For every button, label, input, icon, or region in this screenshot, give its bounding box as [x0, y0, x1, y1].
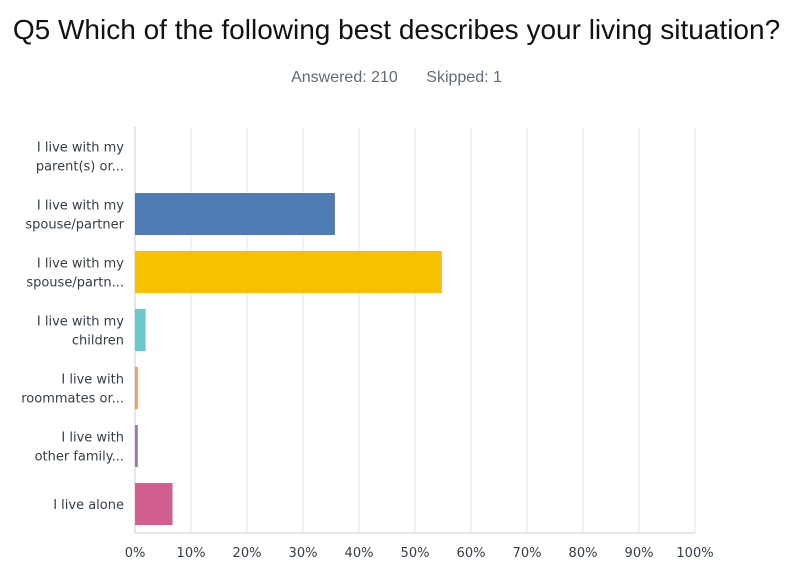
category-label: I live with my: [37, 141, 124, 156]
skipped-label: Skipped:: [426, 69, 489, 86]
x-tick-label: 80%: [569, 546, 598, 561]
category-label: spouse/partn...: [26, 276, 124, 291]
bar: [135, 483, 173, 525]
category-label: children: [72, 334, 124, 349]
x-tick-label: 0%: [125, 546, 146, 561]
x-tick-label: 20%: [233, 546, 262, 561]
x-tick-label: 70%: [513, 546, 542, 561]
x-tick-label: 60%: [457, 546, 486, 561]
answered-count: 210: [371, 69, 398, 86]
x-tick-label: 100%: [676, 546, 713, 561]
x-tick-label: 30%: [289, 546, 318, 561]
bar: [135, 425, 138, 467]
category-label: other family...: [35, 450, 124, 465]
x-tick-label: 50%: [401, 546, 430, 561]
bar: [135, 309, 146, 351]
x-tick-label: 40%: [345, 546, 374, 561]
bar: [135, 193, 335, 235]
answered-label: Answered:: [291, 69, 367, 86]
bar: [135, 251, 442, 293]
category-label: roommates or...: [21, 392, 124, 407]
category-label: I live with my: [37, 257, 124, 272]
category-label: I live with my: [37, 199, 124, 214]
category-label: I live alone: [53, 498, 124, 513]
category-label: I live with: [61, 373, 124, 388]
answered-stat: Answered: 210: [291, 69, 398, 86]
response-stats: Answered: 210 Skipped: 1: [0, 69, 793, 87]
bar: [135, 367, 138, 409]
category-label: spouse/partner: [25, 218, 124, 233]
x-tick-label: 10%: [177, 546, 206, 561]
category-label: I live with my: [37, 315, 124, 330]
category-label: parent(s) or...: [36, 160, 124, 175]
chart-title: Q5 Which of the following best describes…: [12, 14, 781, 45]
x-tick-label: 90%: [625, 546, 654, 561]
skipped-count: 1: [493, 69, 502, 86]
skipped-stat: Skipped: 1: [426, 69, 502, 86]
category-label: I live with: [61, 431, 124, 446]
